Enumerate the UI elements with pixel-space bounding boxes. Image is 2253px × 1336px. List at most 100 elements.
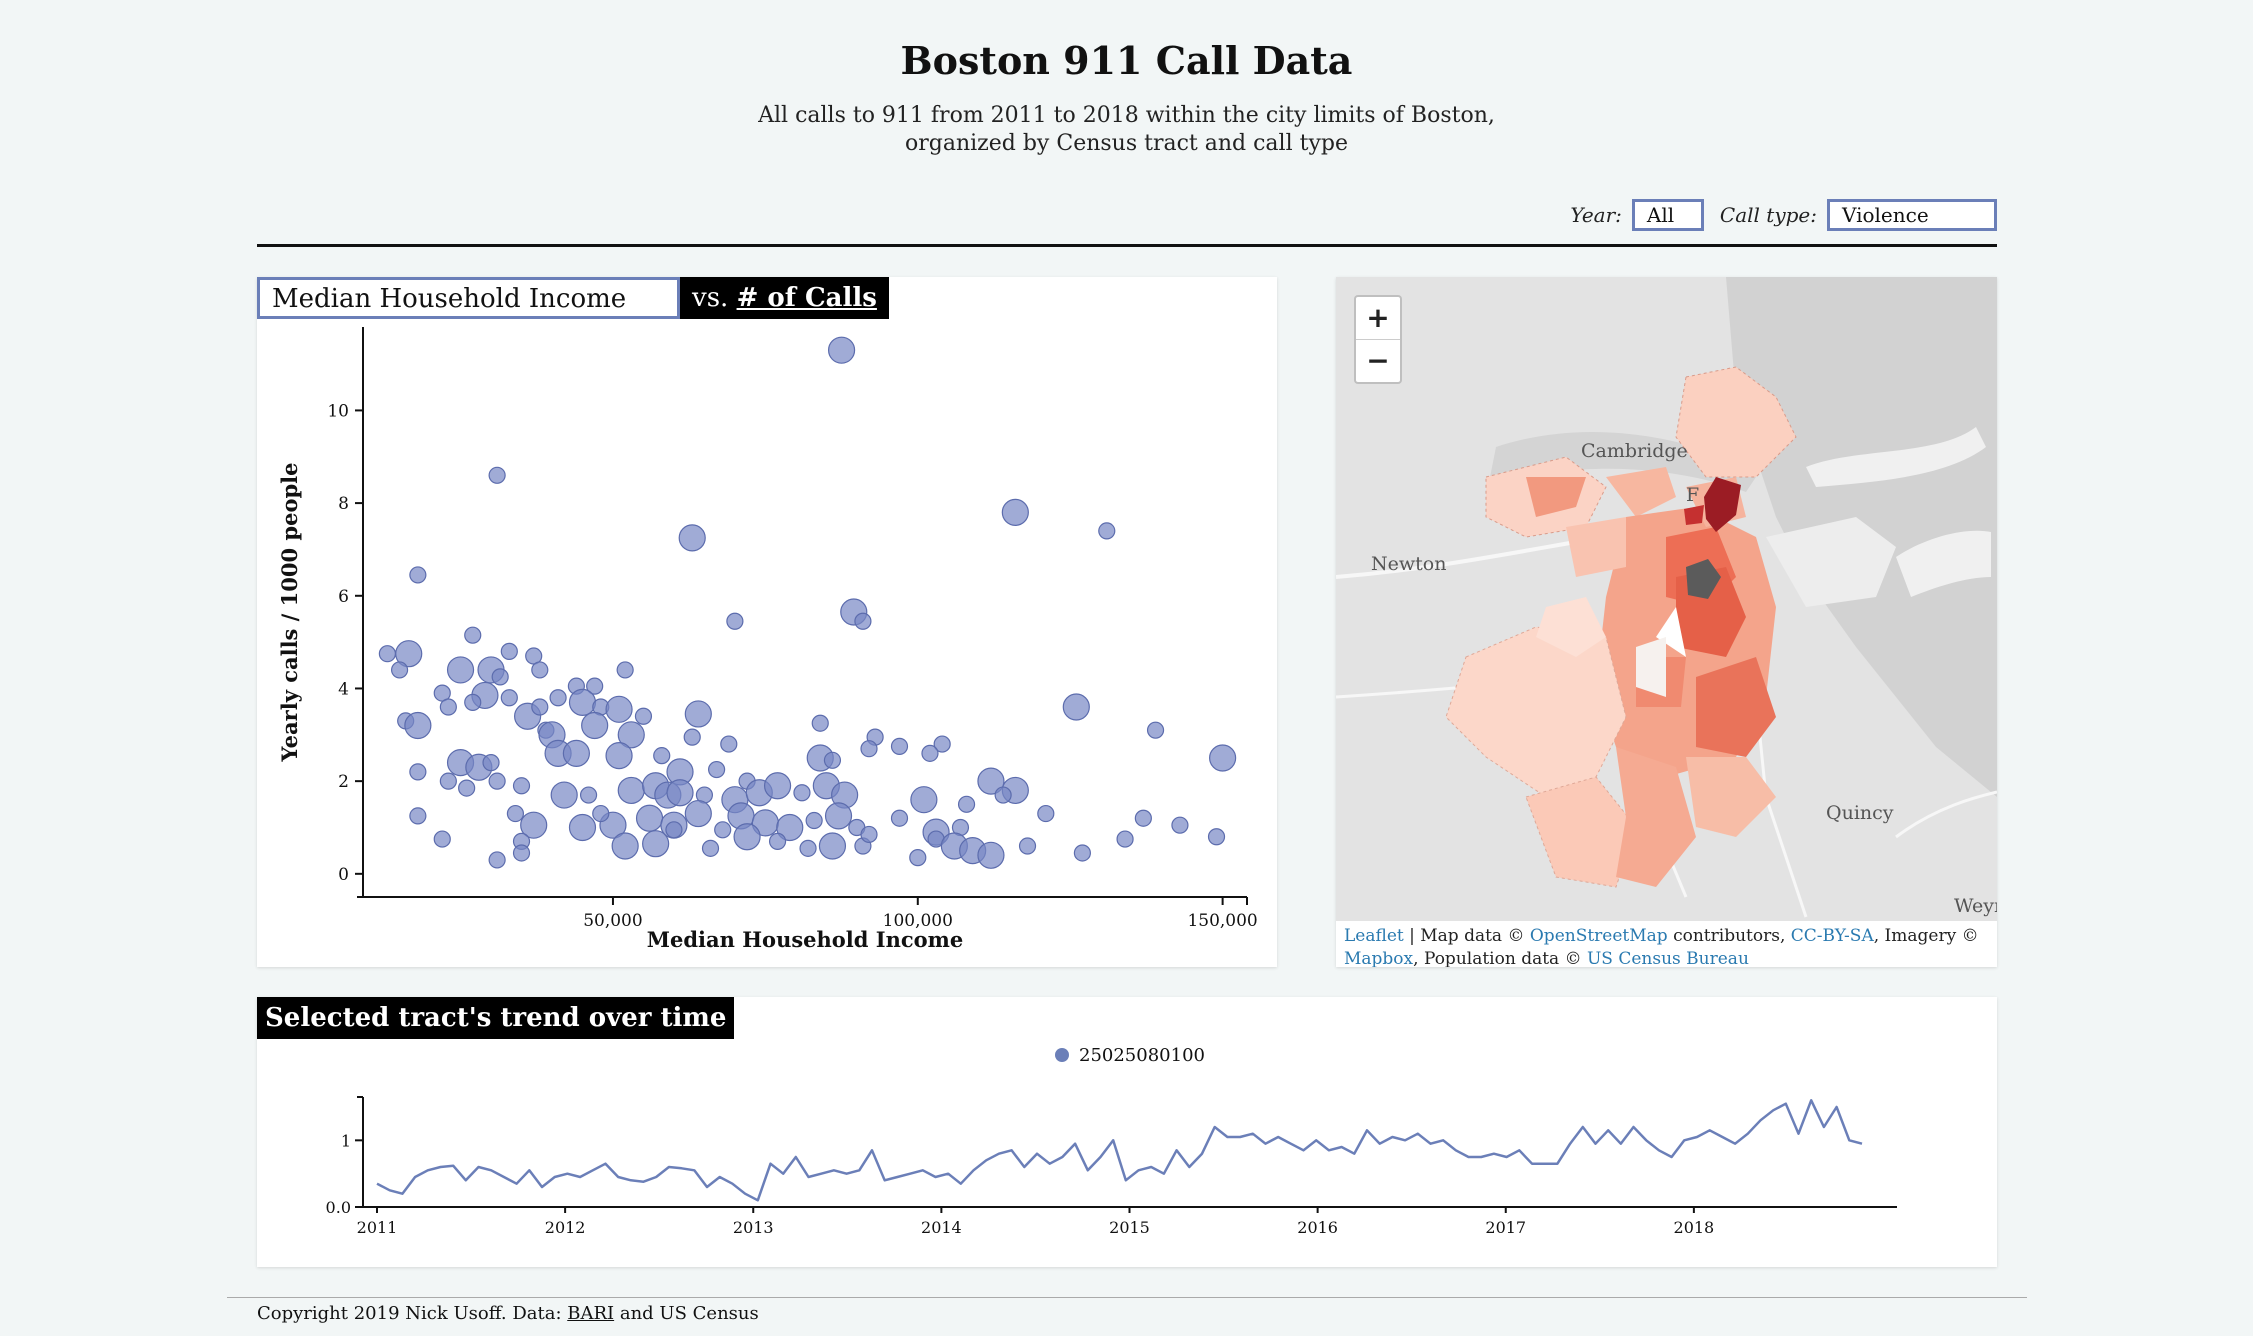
scatter-point (491, 668, 509, 686)
scatter-point (1018, 837, 1037, 855)
scatter-chart: 0 2 4 6 8 10 50,000 100,000 150,000 Median Househ… (277, 327, 1258, 952)
scatter-point (611, 832, 639, 860)
scatter-point (550, 781, 578, 809)
scatter-point (793, 784, 811, 802)
map-label-quincy: Quincy (1826, 802, 1894, 824)
bari-link[interactable]: BARI (567, 1303, 615, 1324)
x-axis-title: Median Household Income (647, 927, 963, 952)
scatter-point (512, 844, 531, 862)
x-tick-label: 2011 (357, 1218, 398, 1237)
call-type-select[interactable]: Violence (1827, 199, 1997, 231)
scatter-point (1037, 804, 1055, 823)
legend-dot (1055, 1048, 1069, 1062)
scatter-point (994, 786, 1012, 804)
filter-controls: Year: All Call type: Violence (1570, 197, 1997, 233)
y-tick-label: 10 (327, 401, 349, 421)
scatter-point (733, 823, 761, 851)
scatter-point (1207, 828, 1226, 846)
trend-chart: 25025080100 0.0 1 2011 2012 2013 2014 2015 2016 2… (326, 1045, 1897, 1237)
scatter-point (818, 832, 847, 860)
trend-panel: 25025080100 0.0 1 2011 2012 2013 2014 2015 2016 2… (257, 997, 1997, 1267)
scatter-point (1073, 844, 1091, 862)
scatter-point (1001, 498, 1029, 526)
scatter-panel: 0 2 4 6 8 10 50,000 100,000 150,000 Median Househ… (257, 277, 1277, 967)
map-panel[interactable]: Cambridge Newton Quincy Weyn F + − Leafl… (1336, 277, 1997, 967)
y-tick-label: 6 (338, 587, 349, 607)
x-tick-label: 2013 (733, 1218, 774, 1237)
scatter-point (666, 779, 694, 807)
legend-label: 25025080100 (1079, 1045, 1205, 1066)
scatter-point (409, 807, 427, 825)
scatter-point (854, 612, 872, 630)
scatter-point (506, 804, 525, 823)
scatter-point (977, 841, 1005, 869)
scatter-point (827, 336, 856, 364)
vs-prefix: vs. (692, 283, 729, 313)
scatter-point (581, 711, 609, 740)
y-tick-label: 4 (338, 679, 349, 699)
scatter-point (1171, 816, 1189, 834)
scatter-point (562, 739, 590, 767)
scatter-point (439, 772, 457, 790)
subtitle-line-1: All calls to 911 from 2011 to 2018 withi… (758, 103, 1495, 128)
scatter-point (390, 661, 409, 679)
page-title: Boston 911 Call Data (900, 38, 1353, 83)
call-type-label: Call type: (1719, 203, 1817, 227)
x-tick-label: 50,000 (583, 911, 642, 931)
scatter-point (579, 786, 598, 804)
scatter-point (811, 714, 829, 732)
scatter-point (720, 735, 738, 753)
map-attribution: Leaflet | Map data © OpenStreetMap contr… (1336, 921, 1997, 967)
census-link[interactable]: US Census Bureau (1586, 949, 1749, 967)
scatter-point (446, 656, 475, 684)
zoom-out-button[interactable]: − (1356, 339, 1400, 382)
y-tick-label: 0 (338, 865, 349, 885)
osm-link[interactable]: OpenStreetMap (1529, 926, 1668, 946)
scatter-point (512, 777, 531, 795)
page-subtitle: All calls to 911 from 2011 to 2018 withi… (0, 102, 2253, 158)
x-tick-label: 2015 (1109, 1218, 1150, 1237)
scatter-point (684, 799, 712, 828)
subtitle-line-2: organized by Census tract and call type (905, 131, 1348, 156)
scatter-point (617, 721, 645, 749)
year-select[interactable]: All (1631, 199, 1704, 231)
scatter-point (714, 821, 732, 839)
map-label-newton: Newton (1371, 553, 1446, 575)
scatter-point (909, 849, 927, 867)
year-label: Year: (1570, 203, 1622, 227)
scatter-point (1098, 522, 1116, 540)
attr-text-2: contributors, (1667, 926, 1791, 946)
choropleth-map[interactable]: Cambridge Newton Quincy Weyn F (1336, 277, 1997, 921)
x-tick-label: 2018 (1674, 1218, 1715, 1237)
scatter-point (488, 772, 506, 790)
scatter-point (404, 711, 432, 740)
scatter-point (617, 776, 645, 805)
scatter-point (409, 763, 427, 781)
leaflet-link[interactable]: Leaflet (1344, 926, 1404, 946)
scatter-point (1209, 744, 1237, 772)
scatter-point (464, 693, 482, 711)
y-tick-label: 1 (341, 1131, 351, 1150)
scatter-point (776, 813, 804, 842)
mapbox-link[interactable]: Mapbox (1344, 949, 1414, 967)
map-label-weymouth: Weyn (1954, 895, 1997, 917)
scatter-point (805, 811, 823, 830)
scatter-point (683, 728, 701, 746)
x-tick-label: 2016 (1297, 1218, 1338, 1237)
scatter-point (500, 689, 518, 707)
scatter-point (439, 698, 457, 716)
scatter-point (592, 804, 610, 823)
scatter-point (726, 612, 744, 630)
trend-title: Selected tract's trend over time (257, 997, 735, 1039)
scatter-point (586, 677, 604, 695)
footer-suffix: and US Census (614, 1303, 759, 1324)
zoom-in-button[interactable]: + (1366, 301, 1390, 334)
scatter-point (768, 832, 787, 850)
scatter-point (634, 707, 653, 725)
scatter-point (1116, 830, 1134, 848)
cc-by-sa-link[interactable]: CC-BY-SA (1790, 926, 1874, 946)
metric-select[interactable]: Median Household Income (257, 277, 680, 319)
scatter-point (409, 566, 427, 584)
attr-text-3: , Imagery © (1873, 926, 1979, 946)
scatter-point (824, 802, 853, 830)
